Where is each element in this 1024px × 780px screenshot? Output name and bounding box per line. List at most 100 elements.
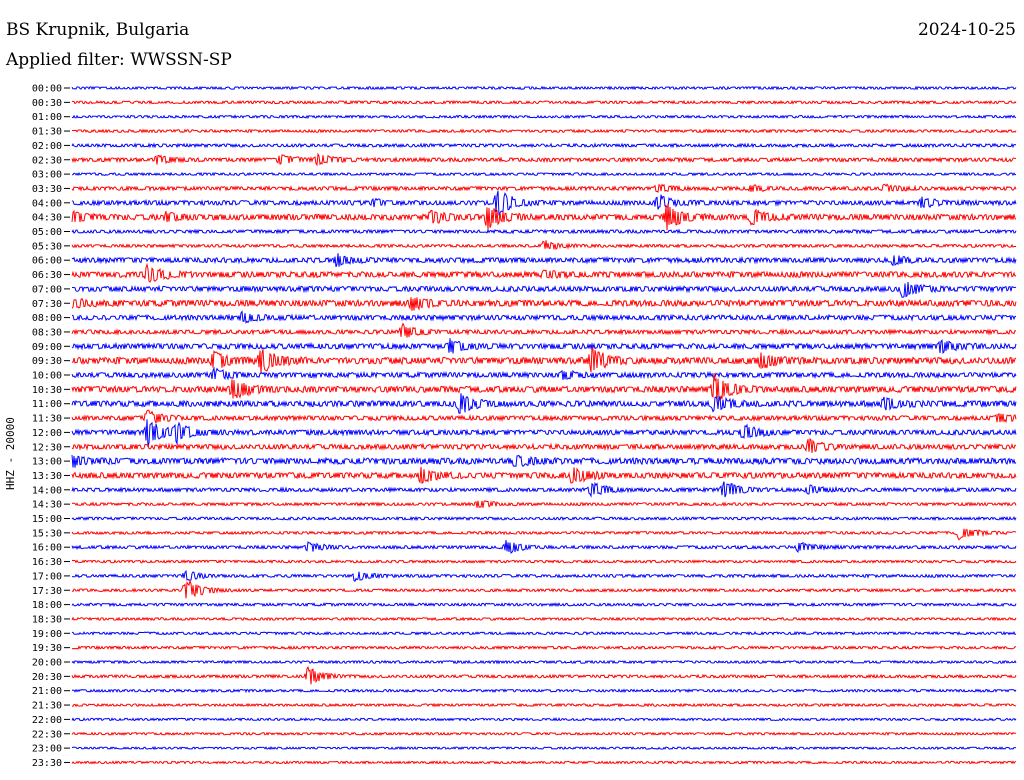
time-tick-label: 02:30 [32,155,62,166]
time-tick-label: 03:30 [32,184,62,195]
time-tick-label: 12:00 [32,428,62,439]
trace-line [71,746,1017,751]
time-tick-label: 23:30 [32,758,62,769]
trace-line [71,602,1017,608]
time-tick-label: 19:00 [32,629,62,640]
trace-line [71,114,1017,120]
time-tick-label: 21:30 [32,701,62,712]
trace-line [71,500,1017,508]
time-tick-label: 18:30 [32,614,62,625]
time-tick-label: 09:30 [32,356,62,367]
trace-line [71,128,1017,134]
trace-line [71,578,1017,599]
trace-line [71,688,1017,694]
time-tick-label: 00:30 [32,98,62,109]
time-tick-label: 06:00 [32,256,62,267]
time-tick-label: 21:00 [32,686,62,697]
time-tick-label: 18:00 [32,600,62,611]
trace-line [71,203,1017,231]
time-tick-label: 16:00 [32,543,62,554]
trace-line [71,717,1017,722]
time-tick-label: 13:30 [32,471,62,482]
trace-line [71,240,1016,250]
trace-line [71,419,1017,448]
time-tick-label: 01:30 [32,127,62,138]
trace-line [71,466,1017,484]
time-tick-label: 08:30 [32,327,62,338]
time-tick-label: 00:00 [32,84,62,95]
time-tick-label: 20:00 [32,658,62,669]
time-tick-label: 02:00 [32,141,62,152]
time-tick-label: 10:00 [32,371,62,382]
trace-line [71,228,1017,235]
trace-line [71,262,1017,283]
time-tick-label: 11:00 [32,399,62,410]
time-tick-label: 23:00 [32,744,62,755]
trace-line [71,253,1017,268]
time-tick-label: 06:30 [32,270,62,281]
time-tick-label: 07:30 [32,299,62,310]
trace-line [71,666,1017,685]
trace-line [71,346,1017,374]
trace-line [71,338,1017,355]
trace-line [71,539,1017,554]
trace-line [71,152,1017,167]
time-tick-label: 09:00 [32,342,62,353]
trace-line [72,281,1017,298]
time-tick-label: 08:00 [32,313,62,324]
time-tick-label: 14:30 [32,500,62,511]
trace-line [71,393,1017,414]
trace-line [71,659,1017,665]
trace-line [71,99,1017,105]
time-tick-label: 14:00 [32,485,62,496]
trace-line [71,409,1017,424]
trace-line [72,630,1017,636]
trace-line [71,190,1017,216]
trace-line [71,454,1017,468]
station-title: BS Krupnik, Bulgaria [6,20,190,40]
trace-line [71,85,1017,91]
trace-line [71,297,1017,311]
trace-line [71,760,1017,765]
time-tick-label: 05:00 [32,227,62,238]
trace-line [71,515,1017,522]
trace-line [71,310,1016,324]
trace-line [71,322,1017,338]
trace-line [71,171,1017,177]
time-tick-label: 04:00 [32,198,62,209]
trace-line [72,569,1017,582]
time-tick-label: 01:00 [32,112,62,123]
trace-line [71,616,1017,622]
record-date: 2024-10-25 [917,20,1016,40]
trace-line [71,373,1017,403]
time-tick-label: 11:30 [32,414,62,425]
trace-line [71,559,1017,564]
trace-line [71,481,1017,498]
time-tick-label: 20:30 [32,672,62,683]
time-tick-label: 10:30 [32,385,62,396]
time-tick-label: 22:30 [32,729,62,740]
time-tick-label: 19:30 [32,643,62,654]
time-tick-label: 17:30 [32,586,62,597]
time-tick-label: 07:00 [32,284,62,295]
time-tick-label: 05:30 [32,241,62,252]
time-tick-label: 15:00 [32,514,62,525]
filter-label: Applied filter: WWSSN-SP [6,50,232,70]
time-tick-label: 16:30 [32,557,62,568]
time-tick-label: 04:30 [32,213,62,224]
time-tick-label: 13:00 [32,457,62,468]
trace-line [71,437,1017,453]
time-tick-label: 15:30 [32,528,62,539]
trace-line [71,142,1017,149]
trace-line [71,645,1016,651]
time-tick-label: 22:00 [32,715,62,726]
trace-line [71,731,1016,736]
trace-line [71,183,1017,193]
trace-line [71,528,1016,541]
trace-line [71,366,1017,381]
trace-line [72,702,1017,708]
time-tick-label: 12:30 [32,442,62,453]
time-tick-label: 17:00 [32,571,62,582]
time-tick-label: 03:00 [32,170,62,181]
